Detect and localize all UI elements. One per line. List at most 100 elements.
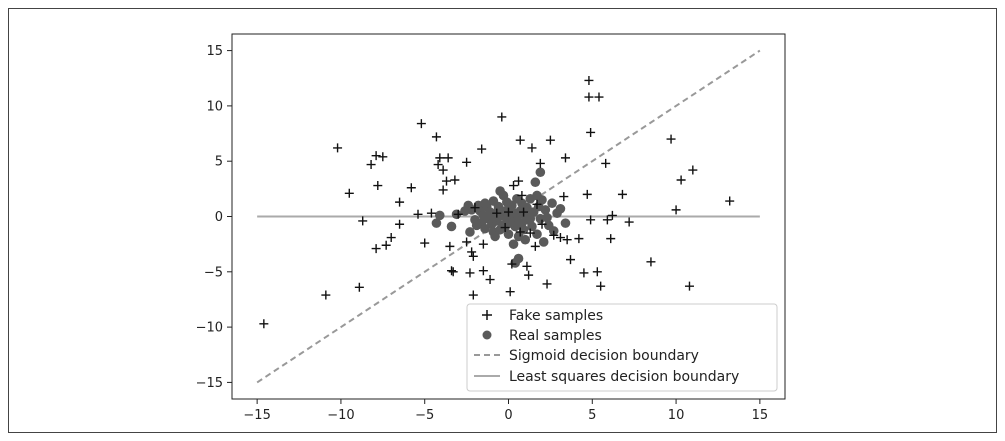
legend-entry-real: Real samples xyxy=(482,328,602,344)
y-tick-label: 15 xyxy=(206,44,223,59)
fake-sample-point xyxy=(478,239,488,249)
fake-sample-point xyxy=(646,257,656,267)
fake-sample-point xyxy=(507,259,517,269)
fake-sample-point xyxy=(447,266,457,276)
fake-sample-point xyxy=(504,207,513,217)
x-tick-label: −5 xyxy=(415,408,434,423)
fake-sample-point xyxy=(584,92,594,102)
legend: Fake samples Real samples Sigmoid decisi… xyxy=(466,303,778,392)
legend-label-fake: Fake samples xyxy=(509,308,603,324)
real-sample-point xyxy=(446,221,457,232)
real-sample-point xyxy=(532,229,542,239)
fake-sample-point xyxy=(549,230,559,240)
y-tick-label: −15 xyxy=(196,376,223,391)
fake-sample-point xyxy=(470,203,480,213)
fake-sample-point xyxy=(582,189,592,199)
fake-sample-point xyxy=(465,268,475,278)
fake-sample-point xyxy=(478,266,488,276)
fake-sample-point xyxy=(406,183,416,193)
fake-sample-point xyxy=(522,261,532,271)
fake-sample-point xyxy=(373,181,383,191)
real-sample-point xyxy=(540,205,551,215)
fake-sample-point xyxy=(592,267,602,277)
fake-sample-point xyxy=(438,165,448,175)
fake-sample-point xyxy=(594,92,604,102)
fake-sample-point xyxy=(530,241,540,251)
fake-sample-point xyxy=(371,151,381,161)
y-tick-label: 10 xyxy=(206,99,223,114)
fake-sample-point xyxy=(462,237,472,247)
fake-sample-point xyxy=(344,188,354,198)
fake-sample-point xyxy=(560,153,570,163)
legend-label-sigmoid: Sigmoid decision boundary xyxy=(509,348,699,364)
fake-sample-point xyxy=(525,228,535,238)
x-tick-label: 5 xyxy=(588,408,596,423)
fake-sample-point xyxy=(725,196,735,206)
real-sample-point xyxy=(505,218,515,228)
real-sample-point xyxy=(490,231,500,242)
fake-sample-point xyxy=(545,135,555,145)
real-sample-point xyxy=(518,201,529,212)
fake-sample-point xyxy=(584,75,594,85)
fake-sample-point xyxy=(468,251,478,261)
fake-sample-point xyxy=(443,153,453,163)
fake-sample-point xyxy=(413,209,423,219)
fake-sample-point xyxy=(395,219,405,229)
x-axis: −15 −10 −5 0 5 10 15 xyxy=(243,399,768,423)
fake-sample-point xyxy=(559,192,569,202)
fake-sample-point xyxy=(420,238,430,248)
fake-sample-point xyxy=(448,267,458,277)
real-sample-point xyxy=(513,253,524,264)
fake-sample-point xyxy=(366,160,376,170)
fake-sample-point xyxy=(515,135,525,145)
x-tick-label: 15 xyxy=(752,408,769,423)
fake-sample-point xyxy=(596,281,606,291)
fake-sample-point xyxy=(450,175,460,185)
fake-sample-point xyxy=(445,241,455,251)
fake-sample-point xyxy=(688,165,698,175)
fake-sample-point xyxy=(381,240,391,250)
fake-sample-point xyxy=(467,247,477,257)
real-sample-point xyxy=(538,237,549,247)
real-sample-point xyxy=(547,198,557,209)
fake-sample-point xyxy=(624,217,634,227)
fake-sample-point xyxy=(515,227,525,237)
real-sample-point xyxy=(493,205,504,215)
fake-samples-series xyxy=(259,75,735,329)
fake-sample-point xyxy=(485,275,495,285)
real-samples-series xyxy=(431,167,571,268)
fake-sample-point xyxy=(671,205,681,215)
y-tick-label: −5 xyxy=(204,265,223,280)
fake-sample-point xyxy=(617,189,627,199)
fake-sample-point xyxy=(378,152,388,162)
fake-sample-point xyxy=(426,208,436,218)
fake-sample-point xyxy=(333,143,343,153)
fake-sample-point xyxy=(676,175,686,185)
fake-sample-point xyxy=(509,181,519,191)
y-tick-label: 0 xyxy=(215,210,223,225)
fake-sample-point xyxy=(453,209,463,219)
real-sample-point xyxy=(520,234,531,245)
x-tick-label: −15 xyxy=(243,408,270,423)
fake-sample-point xyxy=(586,127,596,137)
fake-sample-point xyxy=(462,157,472,167)
real-sample-point xyxy=(434,210,445,221)
legend-entry-least-squares: Least squares decision boundary xyxy=(474,369,739,385)
fake-sample-point xyxy=(524,270,534,280)
x-tick-label: −10 xyxy=(327,408,354,423)
legend-label-real: Real samples xyxy=(509,328,602,344)
fake-sample-point xyxy=(555,233,565,243)
legend-box xyxy=(466,303,778,392)
fake-sample-point xyxy=(579,268,589,278)
fake-sample-point xyxy=(358,216,368,226)
fake-sample-point xyxy=(684,281,694,291)
fake-sample-point xyxy=(527,143,537,153)
fake-sample-point xyxy=(438,185,448,195)
fake-sample-point xyxy=(666,134,676,144)
fake-sample-point xyxy=(574,234,584,244)
real-sample-point xyxy=(555,203,566,214)
legend-entry-fake: Fake samples xyxy=(482,308,603,324)
fake-sample-point xyxy=(602,215,612,225)
fake-sample-point xyxy=(431,132,441,142)
